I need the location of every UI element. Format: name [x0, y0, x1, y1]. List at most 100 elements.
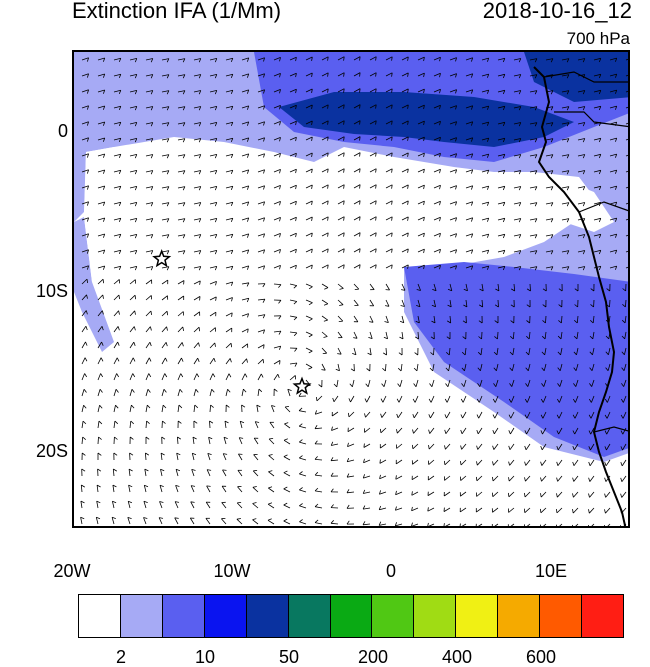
- wind-barb: [481, 299, 484, 308]
- wind-barb: [257, 121, 265, 125]
- wind-barb: [465, 105, 473, 109]
- wind-barb-tick: [493, 351, 498, 356]
- wind-barb-tick: [182, 326, 184, 331]
- wind-barb: [369, 248, 377, 253]
- wind-barb-tick: [615, 249, 618, 254]
- wind-barb-tick: [431, 304, 436, 308]
- wind-barb-tick: [375, 136, 377, 141]
- wind-barb: [353, 216, 361, 221]
- wind-barb-tick: [314, 424, 318, 429]
- wind-barb: [353, 168, 361, 173]
- wind-barb-tick: [400, 305, 405, 307]
- wind-barb: [161, 310, 168, 317]
- wind-barb: [385, 72, 393, 77]
- wind-barb: [577, 186, 585, 189]
- wind-barb: [353, 331, 358, 339]
- wind-barb-tick: [477, 367, 481, 372]
- wind-barb-tick: [398, 352, 403, 356]
- wind-barb-tick: [134, 266, 138, 271]
- wind-barb-tick: [87, 217, 89, 222]
- wind-barb: [367, 379, 371, 387]
- wind-barb: [493, 427, 499, 435]
- wind-barb: [625, 299, 627, 308]
- wind-barb-tick: [175, 501, 180, 503]
- wind-barb: [465, 137, 473, 141]
- wind-barb-tick: [299, 503, 303, 507]
- wind-barb: [209, 357, 215, 365]
- wind-barb-tick: [294, 348, 298, 352]
- wind-barb-tick: [518, 138, 522, 143]
- wind-barb-tick: [180, 373, 184, 378]
- wind-barb-tick: [287, 388, 292, 391]
- wind-barb: [353, 347, 357, 355]
- wind-barb-tick: [444, 460, 446, 465]
- wind-barb: [161, 218, 169, 221]
- wind-barb: [97, 389, 101, 397]
- wind-barb-tick: [395, 506, 397, 511]
- wind-barb: [225, 153, 233, 157]
- wind-barb-tick: [598, 266, 602, 271]
- wind-barb-tick: [295, 217, 297, 222]
- wind-barb: [321, 315, 328, 321]
- wind-barb: [449, 233, 457, 237]
- wind-barb-tick: [162, 404, 167, 409]
- wind-barb-tick: [206, 485, 211, 487]
- wind-barb-tick: [582, 74, 586, 79]
- wind-barb: [95, 517, 99, 525]
- wind-barb-tick: [572, 414, 576, 419]
- wind-barb-tick: [502, 266, 506, 271]
- wind-barb-tick: [295, 121, 297, 126]
- wind-barb: [223, 437, 227, 445]
- wind-barb: [81, 169, 89, 173]
- wind-barb: [561, 250, 569, 253]
- wind-barb: [593, 185, 601, 189]
- wind-barb: [433, 283, 437, 291]
- wind-barb-tick: [427, 522, 429, 526]
- wind-barb: [113, 233, 121, 237]
- wind-barb: [161, 90, 169, 93]
- wind-barb: [363, 443, 371, 448]
- wind-barb-tick: [293, 332, 298, 337]
- wind-barb-tick: [556, 508, 558, 513]
- wind-barb: [513, 202, 521, 205]
- wind-barb: [543, 523, 547, 526]
- wind-barb: [369, 331, 373, 339]
- wind-barb: [333, 395, 339, 403]
- wind-barb: [608, 315, 611, 323]
- wind-barb: [512, 347, 515, 355]
- wind-barb-tick: [246, 298, 250, 303]
- wind-barb-tick: [375, 232, 377, 237]
- wind-barb-tick: [477, 383, 481, 387]
- wind-barb-tick: [573, 351, 577, 356]
- colorbar-swatch-0: [79, 595, 121, 637]
- wind-barb: [417, 283, 421, 291]
- wind-barb-tick: [518, 106, 522, 111]
- wind-barb-tick: [391, 216, 393, 221]
- wind-barb: [493, 459, 499, 466]
- wind-barb-tick: [379, 490, 381, 495]
- wind-barb-tick: [295, 73, 297, 78]
- wind-barb-tick: [407, 232, 409, 237]
- wind-barb: [497, 169, 505, 173]
- wind-barb-tick: [582, 106, 586, 111]
- wind-barb: [481, 169, 489, 173]
- wind-barb-tick: [230, 90, 234, 95]
- wind-barb: [190, 501, 195, 509]
- wind-barb-tick: [160, 468, 165, 472]
- wind-barb: [559, 395, 563, 403]
- wind-barb: [621, 475, 627, 482]
- wind-barb: [395, 459, 403, 465]
- wind-barb: [161, 295, 168, 301]
- wind-barb-tick: [253, 470, 258, 472]
- wind-barb: [545, 218, 553, 221]
- wind-barb: [545, 266, 553, 269]
- wind-barb: [209, 250, 217, 253]
- wind-barb: [289, 88, 297, 93]
- wind-barb-tick: [615, 121, 618, 126]
- wind-barb-tick: [230, 186, 234, 191]
- wind-barb: [80, 484, 83, 493]
- wind-barb: [529, 266, 537, 269]
- wind-barb: [561, 315, 563, 324]
- wind-barb-tick: [134, 234, 138, 239]
- wind-barb: [337, 72, 345, 77]
